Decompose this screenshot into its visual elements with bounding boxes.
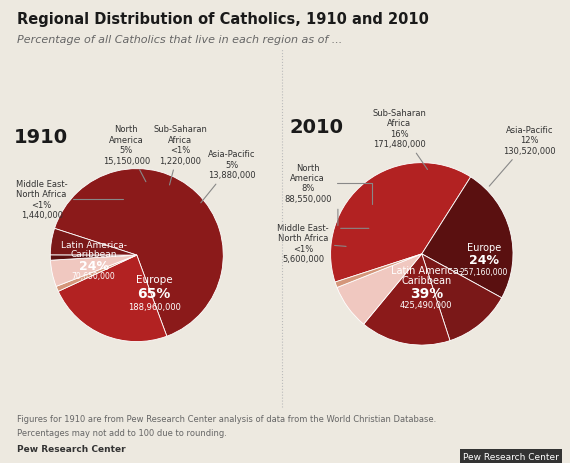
Wedge shape <box>56 256 137 292</box>
Text: 65%: 65% <box>137 287 171 300</box>
Text: Europe: Europe <box>467 242 501 252</box>
Text: Asia-Pacific
5%
13,880,000: Asia-Pacific 5% 13,880,000 <box>201 150 256 203</box>
Text: 425,490,000: 425,490,000 <box>400 301 453 310</box>
Text: Asia-Pacific
12%
130,520,000: Asia-Pacific 12% 130,520,000 <box>489 126 556 187</box>
Text: Latin America-: Latin America- <box>60 241 127 250</box>
Text: 24%: 24% <box>469 253 499 266</box>
Text: Figures for 1910 are from Pew Research Center analysis of data from the World Ch: Figures for 1910 are from Pew Research C… <box>17 414 437 423</box>
Text: 2010: 2010 <box>290 118 344 137</box>
Text: Pew Research Center: Pew Research Center <box>17 444 126 453</box>
Wedge shape <box>51 256 137 287</box>
Text: 24%: 24% <box>79 259 108 272</box>
Wedge shape <box>422 177 513 298</box>
Wedge shape <box>422 254 502 341</box>
Text: Pew Research Center: Pew Research Center <box>463 452 559 461</box>
Wedge shape <box>337 254 422 325</box>
Text: Regional Distribution of Catholics, 1910 and 2010: Regional Distribution of Catholics, 1910… <box>17 12 429 26</box>
Text: Middle East-
North Africa
<1%
5,600,000: Middle East- North Africa <1% 5,600,000 <box>278 223 346 263</box>
Text: Caribbean: Caribbean <box>401 276 451 286</box>
Text: North
America
8%
88,550,000: North America 8% 88,550,000 <box>284 163 372 204</box>
Text: Percentage of all Catholics that live in each region as of ...: Percentage of all Catholics that live in… <box>17 35 343 45</box>
Text: Sub-Saharan
Africa
<1%
1,220,000: Sub-Saharan Africa <1% 1,220,000 <box>153 125 207 186</box>
Text: 39%: 39% <box>410 287 443 300</box>
Text: Percentages may not add to 100 due to rounding.: Percentages may not add to 100 due to ro… <box>17 428 227 437</box>
Wedge shape <box>331 163 471 282</box>
Text: 70,650,000: 70,650,000 <box>72 272 116 281</box>
Text: Sub-Saharan
Africa
16%
171,480,000: Sub-Saharan Africa 16% 171,480,000 <box>372 109 428 170</box>
Text: North
America
5%
15,150,000: North America 5% 15,150,000 <box>103 125 150 182</box>
Wedge shape <box>364 254 450 345</box>
Wedge shape <box>335 254 422 288</box>
Wedge shape <box>58 256 167 342</box>
Text: 1910: 1910 <box>14 128 68 147</box>
Text: Latin America-: Latin America- <box>391 266 462 275</box>
Wedge shape <box>50 255 137 261</box>
Text: 257,160,000: 257,160,000 <box>459 267 508 276</box>
Wedge shape <box>50 229 137 256</box>
Text: 188,960,000: 188,960,000 <box>128 302 181 311</box>
Wedge shape <box>55 169 223 337</box>
Text: Caribbean: Caribbean <box>70 250 117 258</box>
Text: Europe: Europe <box>136 275 172 285</box>
Text: Middle East-
North Africa
<1%
1,440,000: Middle East- North Africa <1% 1,440,000 <box>16 179 123 219</box>
